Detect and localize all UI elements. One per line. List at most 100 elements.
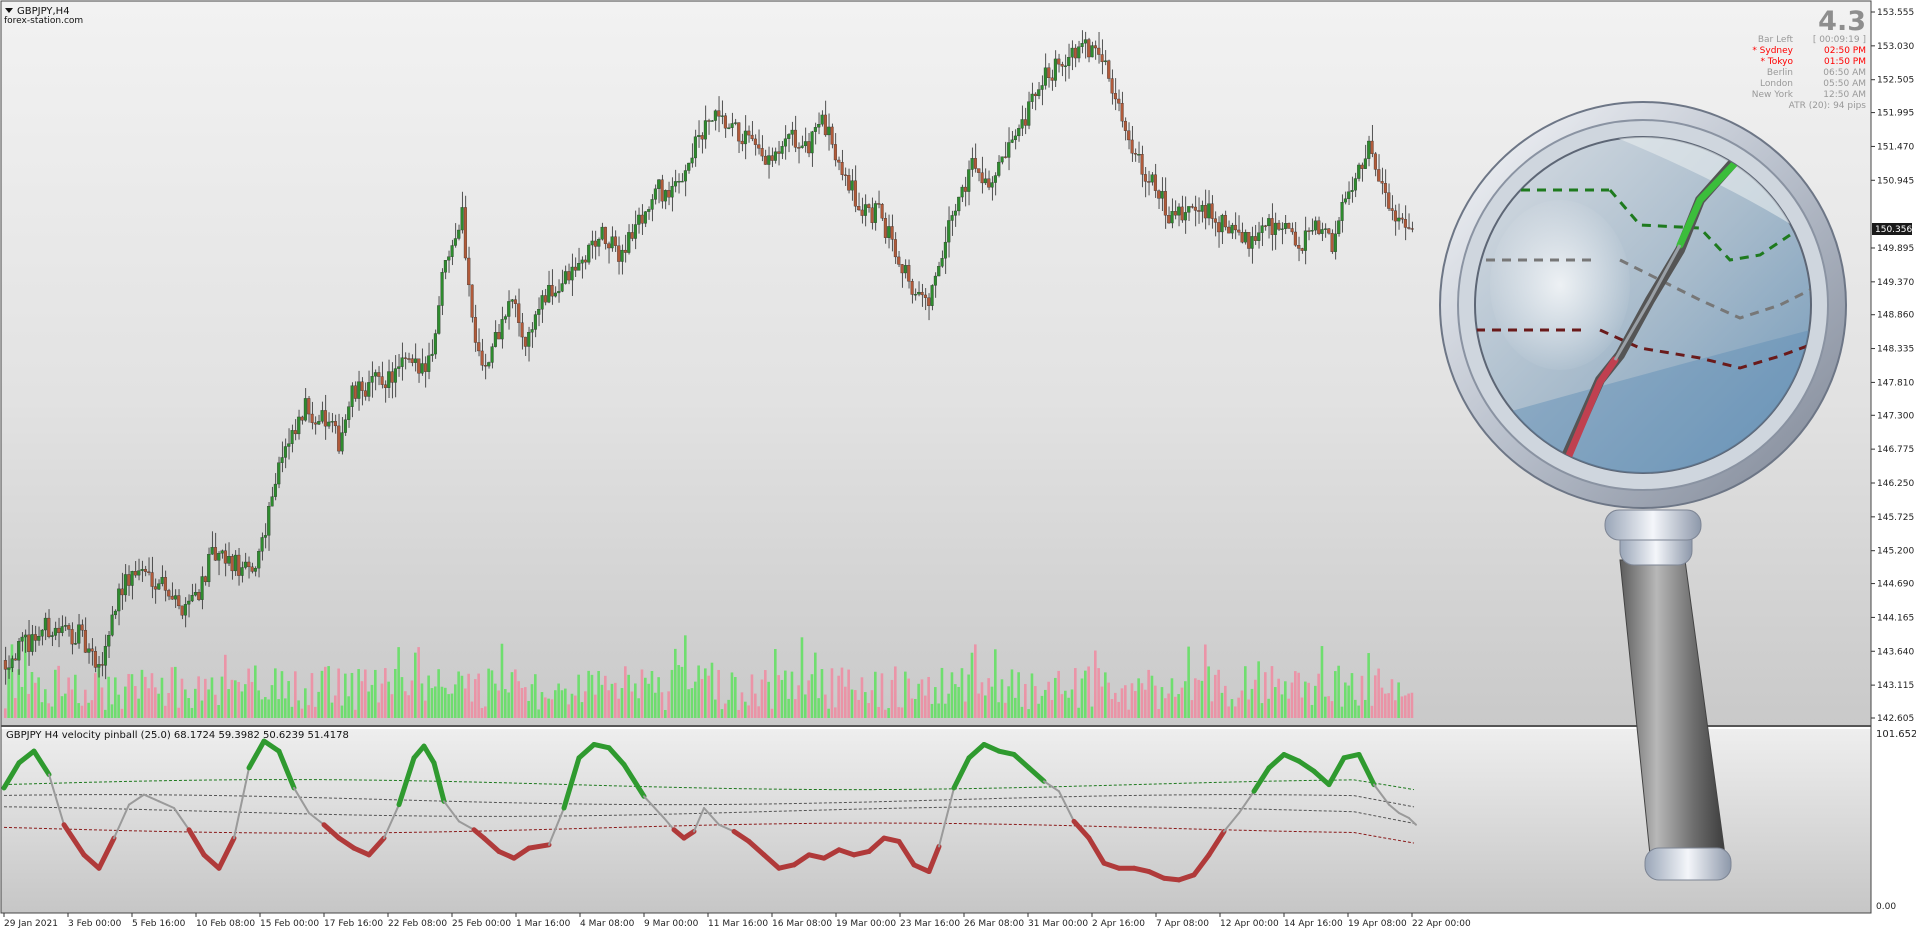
volume-bar [280, 671, 284, 718]
volume-bar [917, 683, 920, 718]
candle-body [570, 266, 574, 281]
volume-bar [350, 672, 354, 718]
volume-bar [50, 706, 54, 718]
candle-body [210, 547, 214, 555]
candle-body [1110, 78, 1114, 94]
volume-bar [737, 709, 740, 718]
candle-body [1303, 230, 1307, 251]
oscillator-segment [496, 848, 517, 861]
volume-bar [180, 678, 184, 718]
volume-bar [384, 668, 387, 718]
candle-body [763, 155, 767, 165]
candle-body [773, 151, 777, 161]
volume-bar [750, 674, 754, 718]
candle-body [603, 226, 607, 244]
volume-bar [1240, 690, 1244, 718]
oscillator-segment [1296, 758, 1317, 774]
volume-bar [1097, 668, 1100, 718]
candle-body [1270, 218, 1274, 235]
candle-body [933, 275, 937, 286]
volume-bar [624, 666, 627, 718]
candle-body [407, 358, 411, 360]
volume-bar [120, 708, 124, 718]
volume-bar [520, 687, 524, 718]
volume-bar [1340, 706, 1344, 718]
volume-bar [107, 676, 110, 718]
volume-bar [934, 687, 937, 718]
candle-body [503, 316, 507, 320]
candle-body [803, 141, 807, 147]
time-tick-label: 17 Feb 16:00 [324, 919, 383, 929]
volume-bar [807, 680, 810, 718]
volume-bar [1160, 687, 1164, 718]
volume-bar [300, 708, 304, 718]
volume-bar [324, 666, 327, 718]
candle-body [860, 209, 864, 216]
candle-body [900, 264, 904, 274]
candle-body [317, 421, 321, 425]
volume-bar [224, 654, 227, 718]
candle-body [87, 648, 91, 653]
candle-body [73, 643, 77, 645]
candle-body [877, 203, 881, 205]
volume-bar [190, 707, 194, 718]
volume-bar [1150, 675, 1154, 718]
oscillator-segment [911, 862, 932, 875]
candle-body [743, 130, 747, 145]
volume-bar [217, 705, 220, 718]
volume-bar [587, 670, 590, 718]
oscillator-segment [1058, 790, 1075, 823]
time-tick-label: 23 Mar 16:00 [900, 919, 960, 929]
oscillator-segment [1266, 751, 1287, 771]
candle-body [783, 138, 787, 147]
candle-body [787, 134, 791, 139]
volume-bar [250, 681, 254, 718]
candle-body [230, 556, 234, 572]
volume-bar [364, 669, 367, 718]
volume-bar [327, 666, 330, 718]
volume-bar [740, 692, 744, 718]
candle-body [1387, 192, 1391, 209]
candle-body [70, 629, 74, 645]
candle-body [1243, 232, 1247, 243]
volume-bar [140, 669, 144, 718]
candle-body [37, 636, 41, 641]
candle-body [1080, 43, 1084, 47]
candle-body [1103, 60, 1107, 63]
candle-body [1017, 128, 1021, 137]
candle-body [677, 181, 681, 183]
candle-body [10, 658, 14, 668]
candle-body [1083, 39, 1087, 44]
volume-bar [114, 677, 117, 718]
candle-body [200, 576, 204, 600]
volume-bar [497, 690, 500, 718]
volume-bar [1270, 666, 1274, 718]
volume-bar [277, 699, 280, 718]
oscillator-segment [293, 786, 310, 815]
volume-bar [1257, 661, 1260, 718]
volume-bar [1367, 653, 1370, 718]
candle-body [813, 127, 817, 132]
dropdown-triangle-icon[interactable] [5, 8, 13, 13]
symbol-title[interactable]: GBPJPY,H4 [5, 6, 70, 17]
candle-body [700, 135, 704, 140]
volume-bar [680, 666, 684, 718]
candle-body [510, 299, 514, 302]
oscillator-segment [1311, 768, 1332, 788]
candle-body [920, 291, 924, 296]
volume-bar [527, 700, 530, 718]
volume-bar [1390, 679, 1394, 718]
candle-body [167, 590, 171, 597]
candle-body [970, 158, 974, 170]
candle-body [150, 572, 154, 587]
candle-body [490, 346, 494, 363]
oscillator-segment [128, 793, 145, 806]
candle-body [847, 175, 851, 191]
volume-bar [354, 709, 357, 718]
candle-body [1380, 181, 1384, 184]
candle-body [1063, 65, 1067, 67]
volume-bar [820, 669, 824, 718]
volume-bar [634, 683, 637, 718]
